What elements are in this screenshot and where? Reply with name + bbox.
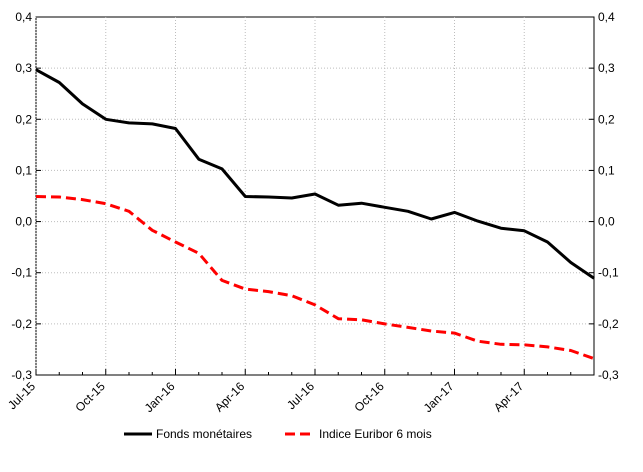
series-group: [35, 68, 595, 361]
axis-ticks: [35, 16, 594, 376]
y-axis-left: 0,4 0,3 0,2 0,1 0,0 -0,1 -0,2 -0,3: [11, 10, 32, 382]
y-axis-right: 0,4 0,3 0,2 0,1 0,0 -0,1 -0,2 -0,3: [598, 10, 619, 382]
grid: [35, 17, 594, 375]
legend-label-euribor: Indice Euribor 6 mois: [319, 427, 432, 441]
y-tick-label-left: 0,4: [15, 10, 32, 24]
legend: Fonds monétaires Indice Euribor 6 mois: [124, 427, 432, 441]
x-tick-label: Jan-17: [421, 379, 457, 415]
x-tick-label: Jan-16: [142, 379, 178, 415]
x-tick-label: Apr-16: [212, 379, 248, 415]
series-line-fonds-monetaires: [35, 68, 595, 280]
legend-label-fonds-monetaires: Fonds monétaires: [156, 427, 252, 441]
series-line-euribor: [35, 195, 595, 361]
y-tick-label-right: 0,2: [598, 112, 615, 126]
y-tick-label-right: -0,1: [598, 266, 619, 280]
y-tick-label-left: 0,0: [15, 215, 32, 229]
y-tick-label-left: -0,3: [11, 368, 32, 382]
x-tick-label: Oct-16: [352, 379, 388, 415]
y-tick-label-left: 0,3: [15, 61, 32, 75]
y-tick-label-left: 0,2: [15, 112, 32, 126]
y-tick-label-left: 0,1: [15, 163, 32, 177]
y-tick-label-right: -0,3: [598, 368, 619, 382]
y-tick-label-right: 0,4: [598, 10, 615, 24]
y-tick-label-left: -0,1: [11, 266, 32, 280]
y-tick-label-right: 0,1: [598, 163, 615, 177]
x-axis: Jul-15 Oct-15 Jan-16 Apr-16 Jul-16 Oct-16 Jan-…: [5, 379, 526, 415]
x-tick-label: Jul-16: [284, 379, 317, 412]
x-tick-label: Oct-15: [73, 379, 109, 415]
y-tick-label-right: 0,3: [598, 61, 615, 75]
y-tick-label-right: 0,0: [598, 215, 615, 229]
x-tick-label: Apr-17: [491, 379, 527, 415]
x-tick-label: Jul-15: [5, 379, 38, 412]
y-tick-label-right: -0,2: [598, 317, 619, 331]
y-tick-label-left: -0,2: [11, 317, 32, 331]
plot-frame: [35, 16, 595, 376]
